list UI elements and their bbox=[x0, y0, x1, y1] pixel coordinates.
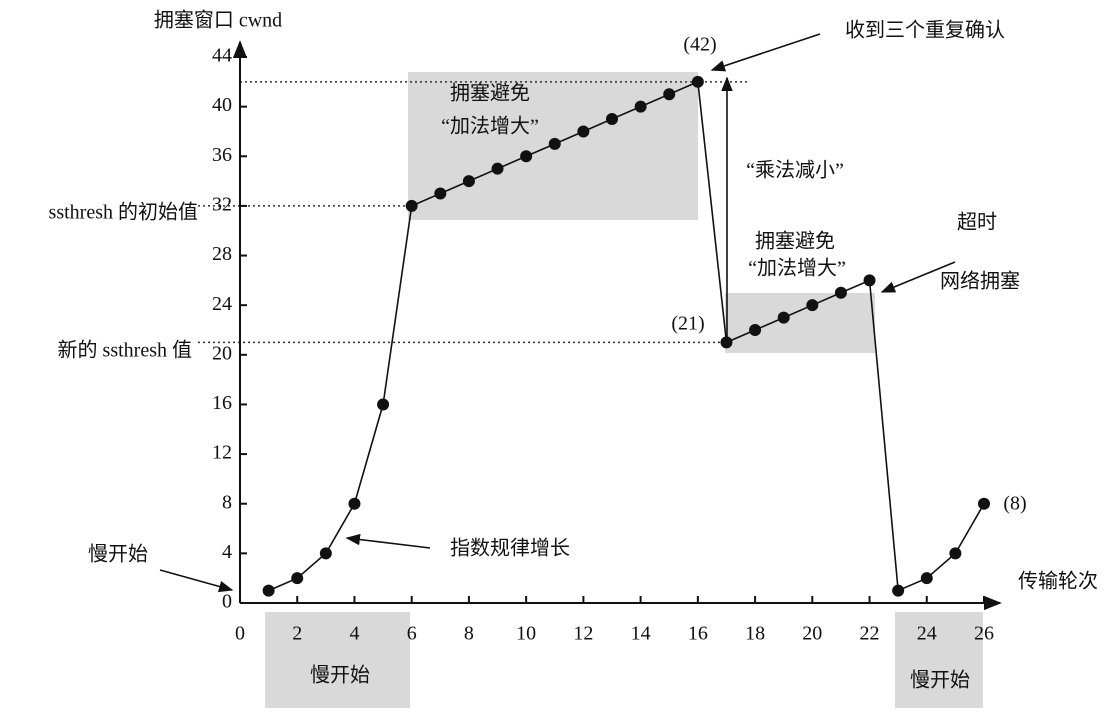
annotation: “乘法减小” bbox=[746, 159, 844, 182]
slow-start-region bbox=[265, 612, 410, 708]
data-point bbox=[434, 187, 447, 200]
annotation: 拥塞避免 bbox=[755, 230, 835, 253]
data-point bbox=[663, 88, 676, 101]
arrow bbox=[710, 33, 821, 72]
annotation: 慢开始 bbox=[310, 664, 370, 687]
data-point bbox=[319, 547, 332, 560]
x-tick-label: 8 bbox=[464, 623, 474, 645]
annotation: 慢开始 bbox=[910, 669, 970, 692]
data-point bbox=[720, 336, 733, 349]
data-point bbox=[577, 125, 590, 138]
y-tick-label: 4 bbox=[222, 541, 232, 563]
y-tick-label: 20 bbox=[212, 342, 232, 364]
annotation: (8) bbox=[1003, 493, 1026, 515]
annotation: ssthresh 的初始值 bbox=[49, 201, 198, 224]
x-tick-label: 16 bbox=[688, 623, 708, 645]
x-tick-label: 0 bbox=[235, 623, 245, 645]
annotation: (21) bbox=[671, 313, 704, 335]
data-point bbox=[806, 299, 819, 312]
data-point bbox=[262, 584, 275, 597]
y-tick-label: 12 bbox=[212, 442, 232, 464]
arrow bbox=[880, 261, 956, 293]
arrow bbox=[345, 533, 431, 549]
annotation: (42) bbox=[683, 34, 716, 56]
annotation: “加法增大” bbox=[748, 257, 846, 280]
slow-start-region bbox=[895, 612, 983, 708]
x-tick-label: 22 bbox=[860, 623, 880, 645]
data-point bbox=[949, 547, 962, 560]
annotation: 超时 bbox=[957, 211, 997, 234]
data-point bbox=[777, 311, 790, 324]
y-tick-label: 44 bbox=[212, 45, 232, 67]
y-tick-label: 8 bbox=[222, 491, 232, 513]
x-tick-label: 6 bbox=[407, 623, 417, 645]
y-tick-label: 24 bbox=[212, 293, 232, 315]
data-point bbox=[749, 324, 762, 336]
data-point bbox=[691, 75, 704, 88]
data-point bbox=[834, 286, 847, 299]
data-point bbox=[606, 113, 618, 126]
y-tick-label: 0 bbox=[222, 591, 232, 613]
x-tick-label: 2 bbox=[292, 623, 302, 645]
data-point bbox=[920, 572, 933, 585]
x-axis-title: 传输轮次 bbox=[1018, 570, 1098, 593]
annotation: 网络拥塞 bbox=[940, 270, 1020, 293]
y-tick-label: 32 bbox=[212, 194, 232, 216]
annotation: 拥塞避免 bbox=[450, 82, 530, 105]
x-tick-label: 10 bbox=[516, 623, 536, 645]
y-tick-label: 16 bbox=[212, 392, 232, 414]
y-axis-title: 拥塞窗口 cwnd bbox=[154, 9, 282, 32]
x-tick-label: 20 bbox=[802, 623, 822, 645]
data-point bbox=[462, 175, 475, 188]
data-point bbox=[491, 162, 504, 175]
y-tick-label: 28 bbox=[212, 243, 232, 265]
y-tick-label: 36 bbox=[212, 144, 232, 166]
annotation: 指数规律增长 bbox=[450, 537, 570, 560]
x-tick-label: 18 bbox=[745, 623, 765, 645]
x-tick-label: 14 bbox=[631, 623, 651, 645]
data-point bbox=[863, 274, 876, 287]
data-point bbox=[348, 497, 361, 510]
x-tick-label: 4 bbox=[349, 623, 359, 645]
data-point bbox=[892, 584, 905, 597]
data-point bbox=[377, 398, 390, 411]
data-point bbox=[634, 100, 647, 113]
annotation: “加法增大” bbox=[441, 115, 539, 138]
guides bbox=[198, 81, 750, 344]
annotation: 新的 ssthresh 值 bbox=[58, 339, 192, 362]
shading bbox=[265, 72, 983, 708]
data-point bbox=[520, 150, 533, 163]
avoid-region bbox=[725, 293, 875, 353]
data-point bbox=[978, 497, 990, 510]
data-point bbox=[548, 137, 561, 150]
annotation: 收到三个重复确认 bbox=[845, 19, 1005, 42]
arrow bbox=[159, 569, 234, 593]
data-point bbox=[405, 199, 418, 212]
data-point bbox=[291, 572, 304, 585]
annotation: 慢开始 bbox=[88, 543, 148, 566]
x-tick-label: 12 bbox=[573, 623, 593, 645]
x-tick-label: 24 bbox=[917, 623, 937, 645]
y-tick-label: 40 bbox=[212, 94, 232, 116]
x-tick-label: 26 bbox=[974, 623, 994, 645]
arrows bbox=[159, 33, 956, 593]
